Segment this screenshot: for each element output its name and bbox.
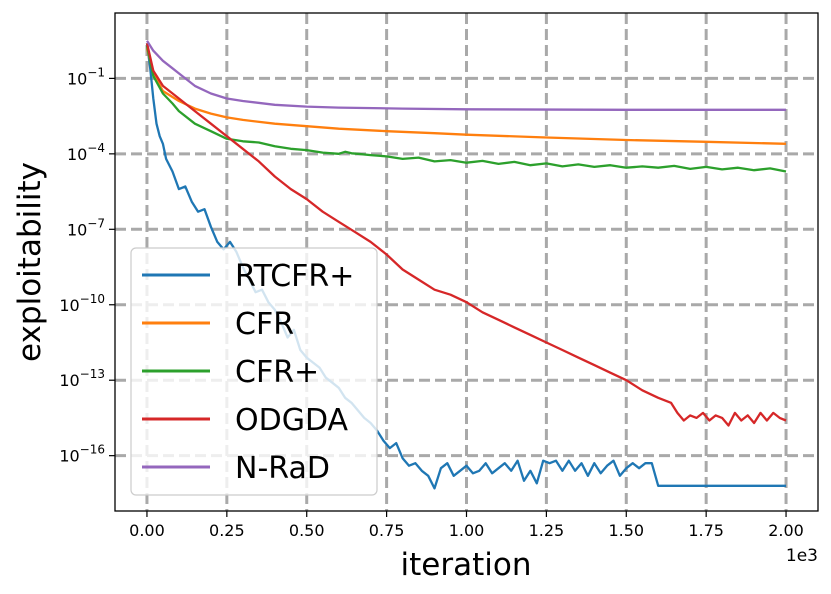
x-tick-label-1: 0.25 — [209, 521, 245, 540]
x-tick-label-3: 0.75 — [369, 521, 405, 540]
legend-box — [130, 247, 378, 496]
x-tick-label-4: 1.00 — [449, 521, 485, 540]
series-lines — [145, 40, 787, 490]
x-ticks: 0.00 0.25 0.50 0.75 1.00 1.25 1.50 1.75 2.00 — [129, 511, 804, 540]
y-tick-label-1: 10−4 — [67, 141, 105, 164]
y-tick-label-3: 10−10 — [59, 292, 105, 315]
y-tick-label-4: 10−13 — [59, 367, 105, 390]
legend-label-odgda: ODGDA — [235, 403, 349, 438]
x-axis-label: iteration — [401, 547, 532, 583]
x-tick-label-5: 1.25 — [529, 521, 565, 540]
legend-label-rtcfr-: RTCFR+ — [235, 259, 354, 294]
x-tick-label-8: 2.00 — [768, 521, 804, 540]
series-line-cfr — [145, 47, 787, 145]
y-tick-label-5: 10−16 — [59, 443, 105, 466]
legend: RTCFR+ CFR CFR+ ODGDA N-RaD — [130, 247, 378, 496]
y-tick-label-0: 10−1 — [67, 65, 105, 88]
legend-label-cfr-: CFR+ — [235, 355, 319, 390]
legend-label-cfr: CFR — [235, 307, 294, 342]
x-tick-label-0: 0.00 — [129, 521, 165, 540]
x-tick-label-7: 1.75 — [688, 521, 724, 540]
series-line-n-rad — [146, 40, 786, 111]
x-tick-label-6: 1.50 — [608, 521, 644, 540]
y-ticks: 10−1 10−4 10−7 10−10 10−13 10−16 — [59, 65, 115, 466]
y-tick-label-2: 10−7 — [67, 216, 105, 239]
x-offset-label: 1e3 — [786, 546, 818, 566]
series-line-rtcfr- — [145, 43, 786, 490]
legend-label-n-rad: N-RaD — [235, 451, 330, 486]
series-line-odgda — [145, 42, 787, 427]
x-tick-label-2: 0.50 — [289, 521, 325, 540]
y-axis-label: exploitability — [12, 162, 48, 362]
